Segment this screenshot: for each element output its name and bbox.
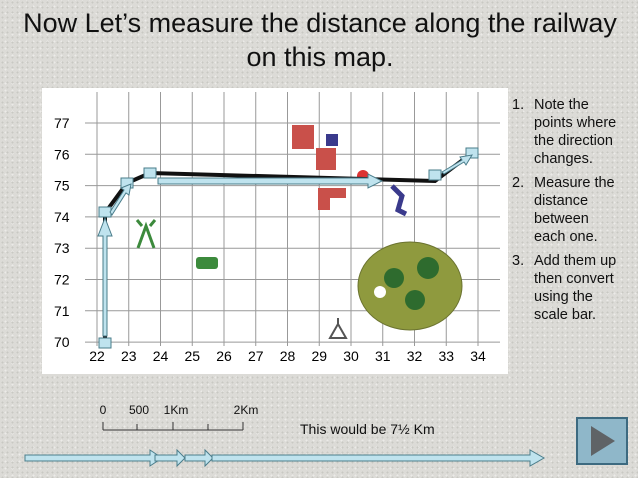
step: 1. Note the points where the direction ch… (512, 96, 622, 168)
y-grid-label: 75 (54, 178, 70, 194)
total-arrows (24, 448, 546, 468)
x-grid-label: 24 (153, 348, 169, 364)
next-button[interactable] (576, 417, 628, 465)
x-grid-label: 30 (343, 348, 359, 364)
grid: 77 76 75 74 73 72 71 70 22 23 24 25 26 27 28 29 30 31 32 33… (54, 92, 500, 364)
buildings (292, 125, 346, 210)
step-marker: 1. (512, 97, 525, 113)
step: 3. Add them up then convert using the sca… (512, 252, 622, 324)
steps-list: 1. Note the points where the direction ch… (512, 96, 622, 330)
scale-bar: 0 500 1Km 2Km (100, 403, 259, 431)
slide-title: Now Let’s measure the distance along the… (23, 8, 617, 72)
y-grid-label: 76 (54, 146, 70, 162)
step-marker: 2. (512, 175, 525, 191)
y-grid-label: 74 (54, 209, 70, 225)
woods (357, 241, 463, 331)
step-text: Add them up then convert using the scale… (534, 253, 617, 323)
step-marker: 3. (512, 253, 525, 269)
scale-label: 2Km (234, 403, 259, 417)
scale-label: 1Km (164, 403, 189, 417)
church (326, 134, 338, 146)
y-grid-label: 71 (54, 303, 70, 319)
x-grid-label: 25 (184, 348, 200, 364)
x-grid-label: 27 (248, 348, 264, 364)
x-grid-label: 33 (438, 348, 454, 364)
step: 2. Measure the distance between each one. (512, 174, 622, 246)
x-grid-label: 23 (121, 348, 137, 364)
phone-box (390, 184, 408, 217)
scale-label: 500 (129, 403, 149, 417)
x-grid-label: 22 (89, 348, 105, 364)
x-grid-label: 32 (407, 348, 423, 364)
map-background (42, 88, 508, 374)
y-grid-label: 77 (54, 115, 70, 131)
x-grid-label: 29 (311, 348, 327, 364)
route-arrows (97, 147, 479, 349)
y-grid-label: 72 (54, 272, 70, 288)
y-grid-label: 73 (54, 240, 70, 256)
x-grid-label: 31 (375, 348, 391, 364)
trees (374, 257, 439, 310)
y-grid-label: 70 (54, 334, 70, 350)
x-grid-label: 26 (216, 348, 232, 364)
x-grid-label: 28 (280, 348, 296, 364)
step-text: Measure the distance between each one. (534, 175, 615, 245)
scale-label: 0 (100, 403, 107, 417)
step-text: Note the points where the direction chan… (534, 97, 617, 167)
youth-hostel (328, 318, 348, 339)
caravan (196, 257, 218, 269)
note: This would be 7½ Km (300, 421, 435, 437)
campsite (135, 219, 157, 249)
x-grid-label: 34 (470, 348, 486, 364)
